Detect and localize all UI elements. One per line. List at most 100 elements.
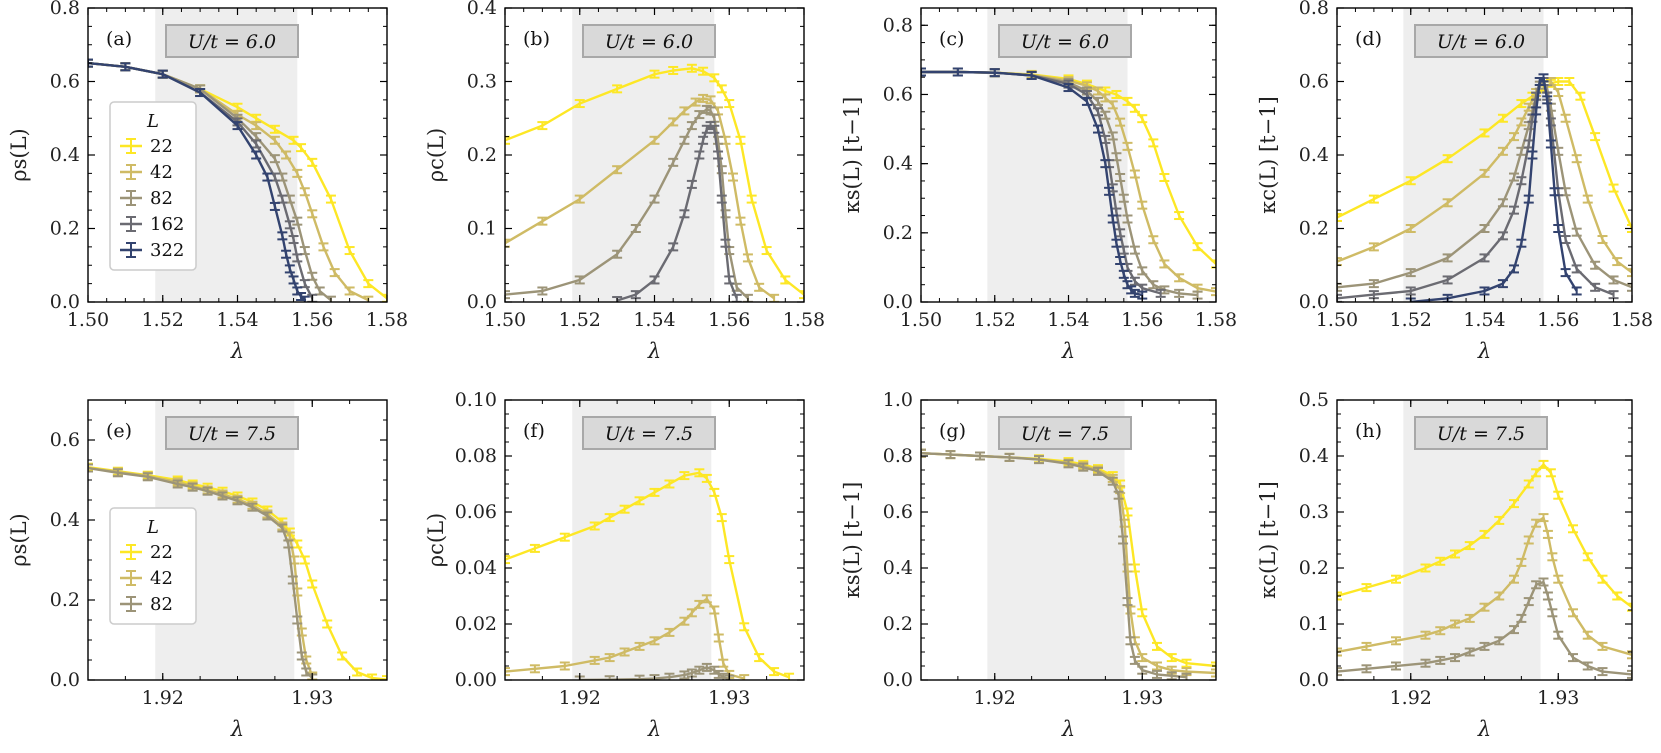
annotation-text: U/t = 6.0 bbox=[605, 31, 693, 53]
x-tick-label: 1.92 bbox=[974, 687, 1016, 709]
plot-area bbox=[921, 448, 1216, 680]
legend-entry-L22: 22 bbox=[150, 542, 173, 563]
y-tick-label: 0.4 bbox=[883, 557, 913, 579]
y-tick-label: 0.1 bbox=[467, 218, 497, 240]
x-axis-label: λ bbox=[647, 717, 661, 741]
y-axis-label: ρc(L) bbox=[424, 128, 448, 182]
x-tick-label: 1.54 bbox=[1047, 309, 1089, 331]
legend-entry-L162: 162 bbox=[150, 214, 184, 235]
x-tick-label: 1.93 bbox=[708, 687, 750, 709]
annotation-box bbox=[1414, 416, 1548, 450]
y-tick-label: 0.2 bbox=[50, 218, 80, 240]
plot-area bbox=[505, 468, 795, 680]
plot-area bbox=[88, 58, 387, 302]
panel-b: 1.50 1.52 1.54 1.56 1.58 0.0 0.1 0.2 0.3 0.4 λ ρc(L… bbox=[424, 0, 825, 363]
x-tick-label: 1.93 bbox=[1121, 687, 1163, 709]
plot-area bbox=[921, 67, 1216, 300]
annotation-box bbox=[998, 24, 1132, 58]
y-tick-label: 0.3 bbox=[1299, 501, 1329, 523]
x-tick-label: 1.50 bbox=[67, 309, 109, 331]
y-tick-label: 0.4 bbox=[1299, 144, 1329, 166]
y-tick-label: 0.4 bbox=[467, 0, 497, 19]
legend-entry-L82: 82 bbox=[150, 594, 173, 615]
y-tick-label: 0.8 bbox=[50, 0, 80, 19]
x-tick-label: 1.56 bbox=[1537, 309, 1579, 331]
x-axis-label: λ bbox=[1061, 717, 1075, 741]
annotation-box bbox=[165, 416, 299, 450]
x-tick-label: 1.52 bbox=[1390, 309, 1432, 331]
legend-entry-L322: 322 bbox=[150, 240, 184, 261]
series-line-L22 bbox=[505, 67, 804, 296]
annotation-box bbox=[582, 24, 716, 58]
panel-label: (d) bbox=[1355, 28, 1382, 50]
x-tick-label: 1.50 bbox=[1316, 309, 1358, 331]
y-tick-label: 0.8 bbox=[883, 14, 913, 36]
panel-e: 1.92 1.93 0.0 0.2 0.4 0.6 λ ρs(L) (e) U/t = 7.5 L 2… bbox=[7, 399, 388, 741]
y-tick-label: 0.6 bbox=[50, 429, 80, 451]
plot-area bbox=[1337, 459, 1632, 679]
y-tick-label: 0.10 bbox=[455, 389, 497, 411]
y-axis-label: ρs(L) bbox=[7, 513, 31, 566]
annotation-box bbox=[582, 416, 716, 450]
legend-entry-L82: 82 bbox=[150, 188, 173, 209]
panel-label: (b) bbox=[523, 28, 550, 50]
y-tick-label: 0.0 bbox=[883, 291, 913, 313]
y-tick-label: 0.06 bbox=[455, 501, 497, 523]
x-tick-label: 1.58 bbox=[1195, 309, 1237, 331]
y-tick-label: 0.4 bbox=[883, 153, 913, 175]
legend-entry-L42: 42 bbox=[150, 162, 173, 183]
y-tick-label: 0.1 bbox=[1299, 613, 1329, 635]
panel-h: 1.92 1.93 0.0 0.1 0.2 0.3 0.4 0.5 λ κc(L) [t−1] (h… bbox=[1256, 389, 1633, 741]
y-axis-label: κc(L) [t−1] bbox=[1256, 481, 1280, 599]
legend-box bbox=[109, 507, 197, 625]
y-tick-label: 0.0 bbox=[883, 669, 913, 691]
x-tick-label: 1.56 bbox=[291, 309, 333, 331]
legend-entry-L42: 42 bbox=[150, 568, 173, 589]
y-tick-label: 0.6 bbox=[883, 83, 913, 105]
series-line-L162 bbox=[616, 124, 738, 302]
y-axis-label: ρs(L) bbox=[7, 128, 31, 181]
y-tick-label: 0.8 bbox=[1299, 0, 1329, 19]
x-axis-label: λ bbox=[1061, 339, 1075, 363]
y-axis-label: κc(L) [t−1] bbox=[1256, 96, 1280, 214]
annotation-box bbox=[165, 24, 299, 58]
x-tick-label: 1.52 bbox=[559, 309, 601, 331]
y-axis-label: κs(L) [t−1] bbox=[840, 97, 864, 214]
y-tick-label: 0.4 bbox=[50, 144, 80, 166]
legend-title: L bbox=[146, 111, 159, 132]
y-tick-label: 0.2 bbox=[50, 589, 80, 611]
y-tick-label: 0.6 bbox=[883, 501, 913, 523]
x-tick-label: 1.50 bbox=[484, 309, 526, 331]
annotation-box bbox=[998, 416, 1132, 450]
x-tick-label: 1.54 bbox=[216, 309, 258, 331]
x-tick-label: 1.50 bbox=[900, 309, 942, 331]
x-tick-label: 1.58 bbox=[783, 309, 825, 331]
x-tick-label: 1.52 bbox=[142, 309, 184, 331]
x-tick-label: 1.54 bbox=[1463, 309, 1505, 331]
y-tick-label: 0.0 bbox=[50, 669, 80, 691]
panel-label: (a) bbox=[106, 28, 132, 50]
y-axis-label: ρc(L) bbox=[424, 513, 448, 567]
x-tick-label: 1.92 bbox=[559, 687, 601, 709]
x-tick-label: 1.52 bbox=[974, 309, 1016, 331]
y-tick-label: 0.8 bbox=[883, 445, 913, 467]
x-tick-label: 1.93 bbox=[1537, 687, 1579, 709]
series-line-L82 bbox=[921, 452, 1187, 679]
legend-entry-L22: 22 bbox=[150, 136, 173, 157]
y-tick-label: 0.2 bbox=[1299, 218, 1329, 240]
y-tick-label: 0.04 bbox=[455, 557, 497, 579]
annotation-text: U/t = 6.0 bbox=[1021, 31, 1109, 53]
annotation-text: U/t = 7.5 bbox=[1437, 423, 1525, 445]
x-axis-label: λ bbox=[1477, 339, 1491, 363]
x-tick-label: 1.54 bbox=[633, 309, 675, 331]
panel-f: 1.92 1.93 0.00 0.02 0.04 0.06 0.08 0.10 λ ρc(L) (f… bbox=[424, 389, 805, 741]
y-tick-label: 0.6 bbox=[50, 71, 80, 93]
panel-d: 1.50 1.52 1.54 1.56 1.58 0.0 0.2 0.4 0.6 0.8 λ κc(L… bbox=[1256, 0, 1653, 363]
y-axis-label: κs(L) [t−1] bbox=[840, 482, 864, 599]
x-tick-label: 1.93 bbox=[291, 687, 333, 709]
annotation-text: U/t = 7.5 bbox=[605, 423, 693, 445]
y-tick-label: 0.3 bbox=[467, 71, 497, 93]
panel-label: (c) bbox=[939, 28, 964, 50]
y-tick-label: 0.2 bbox=[1299, 557, 1329, 579]
